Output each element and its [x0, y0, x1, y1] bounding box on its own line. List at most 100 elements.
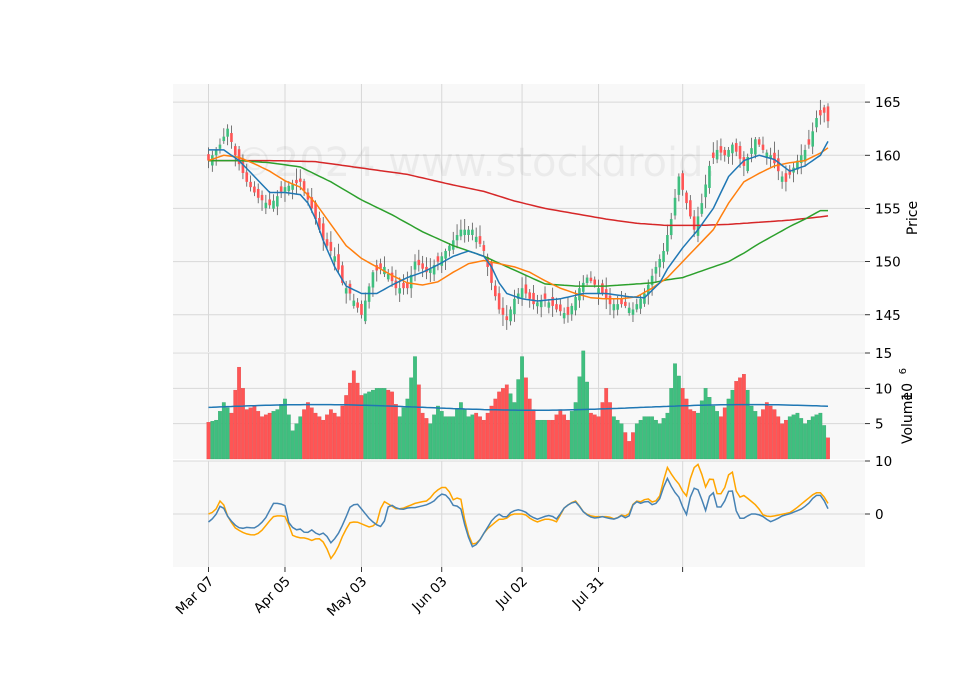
volume-bar	[535, 419, 540, 460]
volume-bar	[462, 409, 467, 460]
candle-body	[536, 302, 539, 307]
volume-ma-line	[208, 403, 829, 411]
volume-bar	[577, 376, 582, 460]
volume-bar	[711, 405, 716, 460]
volume-bar	[554, 414, 559, 460]
volume-bar	[780, 423, 784, 460]
candle-body	[432, 265, 436, 275]
candle-body	[815, 118, 818, 128]
volume-bar	[455, 409, 459, 460]
volume-bar	[229, 412, 234, 460]
candle-body	[761, 144, 765, 150]
candle-body	[769, 155, 772, 159]
volume-bar	[363, 393, 368, 460]
volume-bar	[371, 389, 375, 460]
price-axis-label: Price	[905, 201, 921, 235]
volume-bar	[539, 419, 544, 460]
volume-bar	[596, 416, 601, 460]
volume-bar	[401, 407, 406, 460]
candle-body	[692, 216, 696, 230]
volume-bar	[669, 388, 674, 460]
volume-bar	[807, 419, 811, 460]
volume-bar	[237, 366, 241, 460]
volume-bar	[459, 402, 463, 460]
volume-bar	[799, 418, 804, 460]
volume-bar	[741, 374, 746, 460]
volume-bar	[501, 388, 505, 460]
candle-body	[497, 293, 501, 310]
volume-bar	[443, 416, 448, 460]
volume-bar	[283, 398, 287, 460]
volume-bar	[447, 416, 452, 460]
candle-body	[780, 176, 784, 182]
volume-bar	[263, 414, 268, 460]
candle-body	[501, 307, 505, 315]
volume-bar	[589, 412, 593, 460]
volume-bar	[313, 412, 318, 460]
candle-body	[467, 229, 470, 235]
candle-body	[214, 149, 218, 156]
candle-body	[666, 235, 669, 252]
candle-body	[287, 185, 291, 192]
candle-body	[333, 256, 336, 262]
volume-bar	[355, 382, 360, 460]
ma-line-orange	[208, 147, 829, 300]
volume-bar	[267, 412, 272, 460]
volume-bar	[344, 395, 349, 460]
volume-bar	[386, 389, 391, 460]
candle-body	[341, 265, 344, 283]
volume-bar	[784, 419, 788, 460]
candle-body	[455, 235, 459, 241]
candle-body	[727, 149, 730, 157]
volume-bar	[378, 388, 383, 460]
oscillator-line-orange	[208, 463, 829, 561]
candle-body	[639, 298, 642, 309]
candle-body	[444, 250, 447, 259]
volume-axis-label: Volume	[900, 392, 916, 444]
volume-bar	[218, 411, 222, 460]
candle-body	[478, 236, 482, 244]
candle-body	[272, 200, 275, 209]
candle-body	[249, 181, 252, 188]
candle-body	[318, 217, 321, 230]
ma-line-red	[208, 159, 829, 227]
candle-body	[218, 144, 222, 149]
volume-bar	[546, 419, 551, 460]
volume-bar	[428, 423, 433, 460]
candle-body	[524, 284, 528, 294]
candle-body	[562, 313, 566, 319]
candle-body	[811, 131, 815, 147]
volume-bar	[451, 416, 456, 460]
volume-bar	[772, 409, 777, 460]
candle-body	[222, 136, 226, 142]
y-tick-label: 145	[875, 308, 901, 324]
candle-body	[516, 293, 520, 299]
volume-bar	[692, 411, 697, 460]
volume-bar	[558, 409, 563, 460]
candle-body	[386, 274, 390, 280]
volume-bar	[543, 419, 547, 460]
volume-bar	[325, 414, 329, 460]
volume-bar	[761, 409, 765, 460]
candle-body	[559, 304, 562, 312]
volume-bar	[436, 405, 440, 460]
candle-body	[520, 288, 524, 298]
candle-body	[440, 256, 444, 266]
candle-body	[505, 316, 509, 321]
candle-body	[459, 229, 463, 237]
candle-body	[295, 179, 298, 184]
candle-body	[375, 265, 379, 271]
candle-body	[715, 149, 719, 160]
volume-bar	[569, 411, 574, 460]
candle-body	[689, 200, 692, 217]
candle-body	[233, 146, 237, 156]
candle-body	[344, 288, 348, 294]
candle-body	[597, 288, 600, 294]
candle-body	[474, 236, 478, 243]
volume-bar	[566, 419, 570, 460]
candle-body	[532, 292, 535, 305]
ma-line-blue	[208, 141, 829, 302]
volume-bar	[757, 416, 762, 460]
candle-body	[482, 245, 486, 251]
